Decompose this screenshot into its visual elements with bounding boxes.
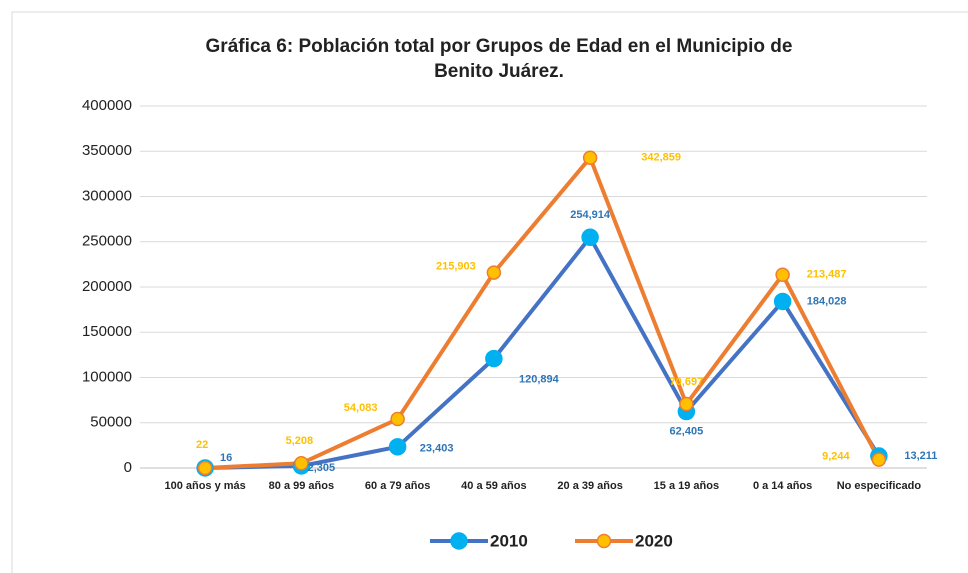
x-tick-label: 60 a 79 años: [365, 480, 430, 492]
data-label: 70,697: [670, 376, 704, 388]
series-line: [205, 235, 881, 470]
marker: [581, 228, 599, 247]
data-label: 23,403: [420, 443, 454, 455]
x-tick-label: 100 años y más: [164, 480, 245, 492]
data-label: 62,405: [670, 425, 704, 437]
data-label: 184,028: [807, 295, 847, 307]
data-label: 54,083: [344, 402, 378, 414]
data-label: 213,487: [807, 269, 847, 281]
marker: [388, 438, 407, 456]
y-tick-label: 200000: [82, 278, 132, 295]
x-tick-label: 0 a 14 años: [753, 480, 812, 492]
x-tick-label: 40 a 59 años: [461, 480, 526, 492]
marker: [871, 452, 887, 467]
y-tick-label: 250000: [82, 233, 132, 250]
y-tick-label: 100000: [82, 368, 132, 385]
marker: [582, 150, 598, 165]
data-label: 13,211: [904, 450, 937, 462]
data-label: 16: [220, 452, 232, 464]
marker: [485, 349, 503, 368]
marker: [486, 265, 502, 280]
data-label: 342,859: [641, 152, 681, 164]
chart-frame: [11, 11, 968, 573]
series-line: [205, 155, 881, 470]
data-label: 120,894: [519, 373, 560, 385]
legend-label: 2020: [635, 531, 673, 550]
y-tick-label: 400000: [82, 97, 132, 114]
marker: [197, 460, 213, 476]
marker: [679, 396, 694, 412]
data-label: 9,244: [822, 451, 850, 463]
marker: [390, 411, 405, 427]
data-label: 215,903: [436, 261, 476, 273]
legend-label: 2010: [490, 531, 528, 550]
data-label: 2,305: [308, 462, 336, 474]
legend-marker: [450, 532, 468, 550]
y-tick-label: 300000: [82, 187, 132, 204]
y-tick-label: 0: [124, 459, 132, 476]
marker: [775, 267, 790, 283]
x-tick-label: 15 a 19 años: [654, 480, 719, 492]
legend-marker: [596, 533, 612, 549]
y-tick-label: 150000: [82, 323, 132, 340]
data-label: 5,208: [286, 435, 314, 447]
x-tick-label: 80 a 99 años: [269, 480, 334, 492]
marker: [294, 456, 309, 471]
x-tick-label: No especificado: [837, 480, 922, 492]
data-label: 22: [196, 439, 208, 451]
x-tick-label: 20 a 39 años: [557, 480, 622, 492]
data-label: 254,914: [570, 209, 611, 221]
y-tick-label: 50000: [90, 414, 132, 431]
chart-title: Gráfica 6: Población total por Grupos de…: [205, 36, 793, 82]
y-tick-label: 350000: [82, 142, 132, 159]
marker: [773, 292, 792, 311]
